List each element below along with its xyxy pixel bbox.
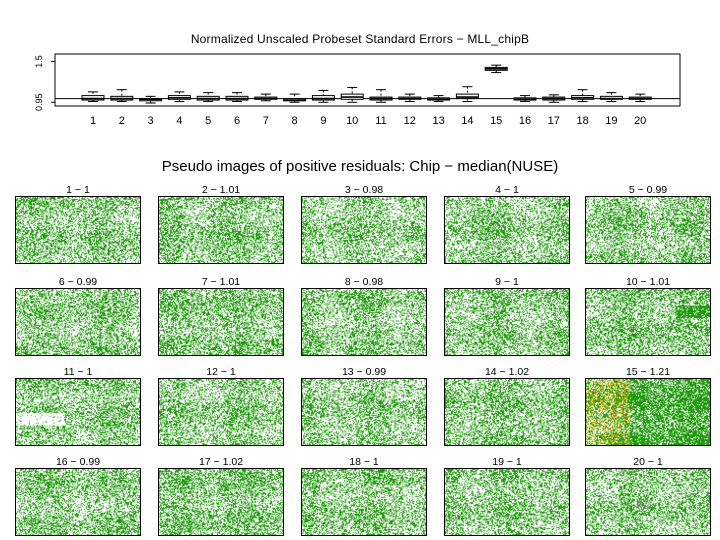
- nuse-boxplot: 0.951.51 2 3 4 5 6 7 8 9 10 11 12 13 14 15 16 17 18 19 20: [34, 53, 681, 127]
- pseudo-image-label: 13 − 0.99: [341, 366, 387, 378]
- pseudo-image-panel: [15, 468, 141, 536]
- pseudo-image-label: 11 − 1: [63, 366, 93, 378]
- pseudo-image-label: 4 − 1: [495, 184, 519, 196]
- pseudo-image-panel: [444, 378, 570, 446]
- pseudo-image-panel: [585, 378, 711, 446]
- pseudo-image-panel: [15, 196, 141, 264]
- pseudo-image-label: 9 − 1: [495, 276, 519, 288]
- pseudo-image-label: 7 − 1.01: [201, 276, 241, 288]
- x-tick-label: 12: [404, 115, 416, 127]
- pseudo-image-label: 16 − 0.99: [55, 456, 101, 468]
- pseudo-image-panel: [444, 468, 570, 536]
- y-tick-label: 0.95: [34, 94, 44, 112]
- slide-number: 42: [636, 496, 652, 512]
- pseudo-image-panel: [585, 288, 711, 356]
- x-tick-label: 13: [432, 115, 444, 127]
- pseudo-image-label: 10 − 1.01: [625, 276, 671, 288]
- pseudo-image-panel: [158, 378, 284, 446]
- pseudo-image-label: 17 − 1.02: [198, 456, 244, 468]
- x-tick-label: 18: [576, 115, 588, 127]
- pseudo-image-panel: [585, 196, 711, 264]
- pseudo-image-label: 19 − 1: [492, 456, 522, 468]
- pseudo-image-panel: [301, 288, 427, 356]
- pseudo-images-title: Pseudo images of positive residuals: Chi…: [161, 158, 559, 175]
- pseudo-image-panel: [444, 288, 570, 356]
- x-tick-label: 15: [490, 115, 502, 127]
- y-tick-label: 1.5: [34, 55, 44, 68]
- pseudo-image-panel: [158, 196, 284, 264]
- pseudo-image-panel: [15, 378, 141, 446]
- pseudo-image-panel: [301, 196, 427, 264]
- pseudo-image-label: 3 − 0.98: [344, 184, 384, 196]
- x-tick-label: 9: [320, 115, 326, 127]
- x-tick-label: 2: [119, 115, 125, 127]
- x-tick-label: 4: [176, 115, 182, 127]
- x-tick-label: 14: [461, 115, 473, 127]
- plot-frame: [54, 53, 681, 107]
- pseudo-image-label: 20 − 1: [633, 456, 663, 468]
- pseudo-image-label: 1 − 1: [66, 184, 90, 196]
- pseudo-image-label: 8 − 0.98: [344, 276, 384, 288]
- pseudo-image-panel: [585, 468, 711, 536]
- pseudo-image-label: 6 − 0.99: [58, 276, 98, 288]
- x-tick-label: 7: [263, 115, 269, 127]
- x-tick-label: 5: [205, 115, 211, 127]
- pseudo-image-panel: [301, 468, 427, 536]
- x-tick-label: 17: [548, 115, 560, 127]
- pseudo-image-panel: [301, 378, 427, 446]
- x-tick-label: 19: [605, 115, 617, 127]
- pseudo-image-label: 15 − 1.21: [625, 366, 671, 378]
- x-tick-label: 16: [519, 115, 531, 127]
- x-tick-label: 11: [375, 115, 386, 127]
- pseudo-image-label: 14 − 1.02: [484, 366, 530, 378]
- pseudo-image-label: 18 − 1: [349, 456, 379, 468]
- pseudo-image-panel: [444, 196, 570, 264]
- pseudo-image-panel: [158, 288, 284, 356]
- x-tick-label: 3: [148, 115, 154, 127]
- x-tick-label: 1: [90, 115, 96, 127]
- nuse-chart-title: Normalized Unscaled Probeset Standard Er…: [190, 32, 530, 46]
- x-tick-label: 8: [292, 115, 298, 127]
- pseudo-image-label: 5 − 0.99: [628, 184, 668, 196]
- x-tick-label: 10: [346, 115, 358, 127]
- x-tick-label: 20: [634, 115, 646, 127]
- pseudo-image-label: 2 − 1.01: [201, 184, 241, 196]
- x-tick-label: 6: [234, 115, 240, 127]
- pseudo-image-panel: [158, 468, 284, 536]
- pseudo-image-label: 12 − 1: [206, 366, 236, 378]
- pseudo-image-panel: [15, 288, 141, 356]
